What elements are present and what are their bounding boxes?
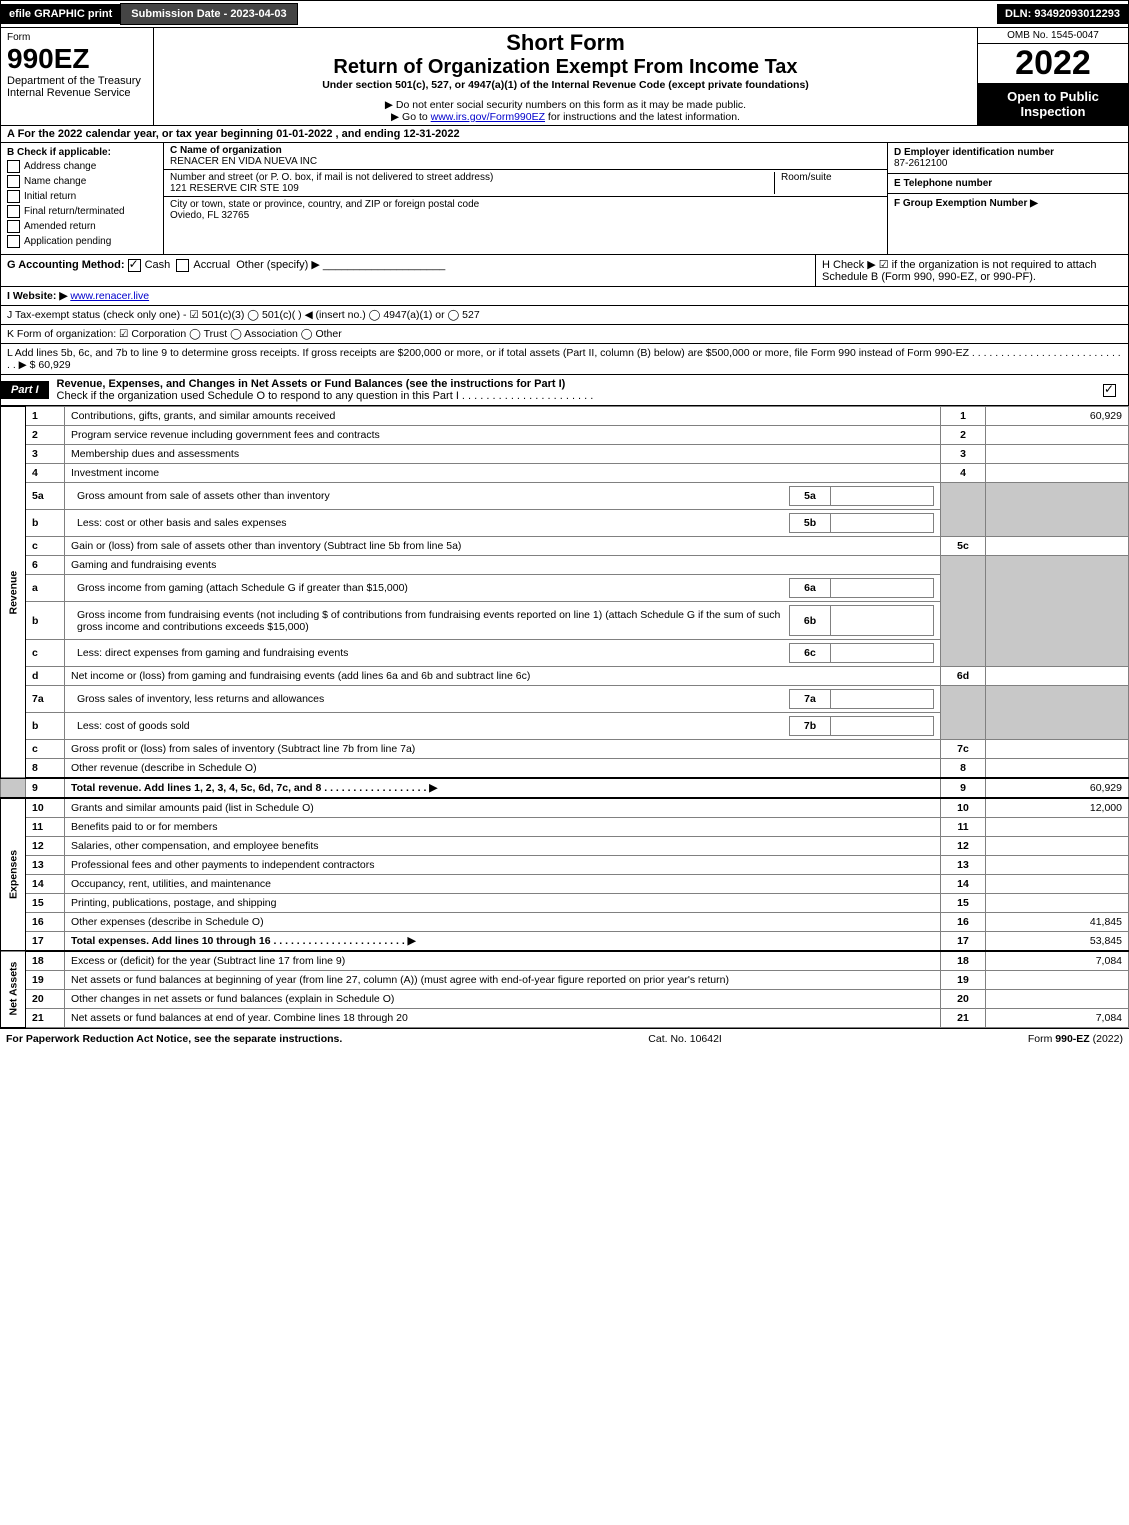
form-label: Form [7,32,147,43]
form-header: Form 990EZ Department of the Treasury In… [0,28,1129,126]
org-name: RENACER EN VIDA NUEVA INC [170,156,881,167]
part1-sub: Check if the organization used Schedule … [57,390,594,402]
row-j-tax-exempt: J Tax-exempt status (check only one) - ☑… [0,306,1129,325]
total-revenue: 60,929 [986,778,1129,798]
page-footer: For Paperwork Reduction Act Notice, see … [0,1028,1129,1049]
footer-catno: Cat. No. 10642I [648,1033,722,1045]
city-row: City or town, state or province, country… [164,197,887,223]
top-bar: efile GRAPHIC print Submission Date - 20… [0,0,1129,28]
part1-table: Revenue 1 Contributions, gifts, grants, … [0,406,1129,1028]
dln: DLN: 93492093012293 [997,4,1128,24]
row-gh: G Accounting Method: Cash Accrual Other … [0,255,1129,287]
line10-amount: 12,000 [986,798,1129,818]
row-i-website: I Website: ▶ www.renacer.live [0,287,1129,306]
form-number: 990EZ [7,43,147,75]
line16-amount: 41,845 [986,913,1129,932]
side-revenue: Revenue [1,407,26,779]
dept-treasury: Department of the Treasury [7,75,147,87]
identity-block: B Check if applicable: Address change Na… [0,143,1129,255]
col-b-label: B Check if applicable: [7,147,157,158]
chk-initial-return[interactable]: Initial return [7,190,157,203]
org-name-row: C Name of organization RENACER EN VIDA N… [164,143,887,170]
irs-label: Internal Revenue Service [7,87,147,99]
footer-form: Form 990-EZ (2022) [1028,1033,1123,1045]
chk-cash[interactable] [128,259,141,272]
chk-accrual[interactable] [176,259,189,272]
chk-address-change[interactable]: Address change [7,160,157,173]
telephone-row: E Telephone number [888,174,1128,194]
ein-row: D Employer identification number 87-2612… [888,143,1128,174]
chk-name-change[interactable]: Name change [7,175,157,188]
chk-amended-return[interactable]: Amended return [7,220,157,233]
group-exemption-row: F Group Exemption Number ▶ [888,194,1128,213]
city-state-zip: Oviedo, FL 32765 [170,210,881,221]
row-k-form-org: K Form of organization: ☑ Corporation ◯ … [0,325,1129,344]
tax-year: 2022 [978,44,1128,83]
col-b-checkboxes: B Check if applicable: Address change Na… [1,143,164,254]
chk-application-pending[interactable]: Application pending [7,235,157,248]
row-h-schedule-b: H Check ▶ ☑ if the organization is not r… [815,255,1128,286]
side-net-assets: Net Assets [1,951,26,1028]
subtitle: Under section 501(c), 527, or 4947(a)(1)… [162,79,969,91]
chk-final-return[interactable]: Final return/terminated [7,205,157,218]
omb-number: OMB No. 1545-0047 [978,28,1128,44]
line21-amount: 7,084 [986,1009,1129,1028]
part1-title: Revenue, Expenses, and Changes in Net As… [57,378,566,390]
side-expenses: Expenses [1,798,26,951]
instruction-goto: ▶ Go to www.irs.gov/Form990EZ for instru… [162,111,969,123]
part1-header: Part I Revenue, Expenses, and Changes in… [0,375,1129,406]
chk-schedule-o[interactable] [1103,384,1116,397]
website-link[interactable]: www.renacer.live [70,290,149,302]
row-l-gross-receipts: L Add lines 5b, 6c, and 7b to line 9 to … [0,344,1129,375]
irs-link[interactable]: www.irs.gov/Form990EZ [431,111,545,123]
submission-date: Submission Date - 2023-04-03 [120,3,297,25]
line1-text: Contributions, gifts, grants, and simila… [65,407,941,426]
title-short-form: Short Form [162,30,969,56]
total-expenses: 53,845 [986,932,1129,952]
ein-value: 87-2612100 [894,158,1122,169]
open-public-inspection: Open to Public Inspection [978,83,1128,125]
line1-amount: 60,929 [986,407,1129,426]
room-suite: Room/suite [774,172,881,194]
efile-print[interactable]: efile GRAPHIC print [1,4,120,24]
footer-left: For Paperwork Reduction Act Notice, see … [6,1033,342,1045]
row-a-tax-year: A For the 2022 calendar year, or tax yea… [0,126,1129,143]
street-address: 121 RESERVE CIR STE 109 [170,183,774,194]
title-return: Return of Organization Exempt From Incom… [162,56,969,79]
part1-label: Part I [1,381,49,399]
street-row: Number and street (or P. O. box, if mail… [164,170,887,197]
line18-amount: 7,084 [986,951,1129,971]
instruction-ssn: ▶ Do not enter social security numbers o… [162,99,969,111]
